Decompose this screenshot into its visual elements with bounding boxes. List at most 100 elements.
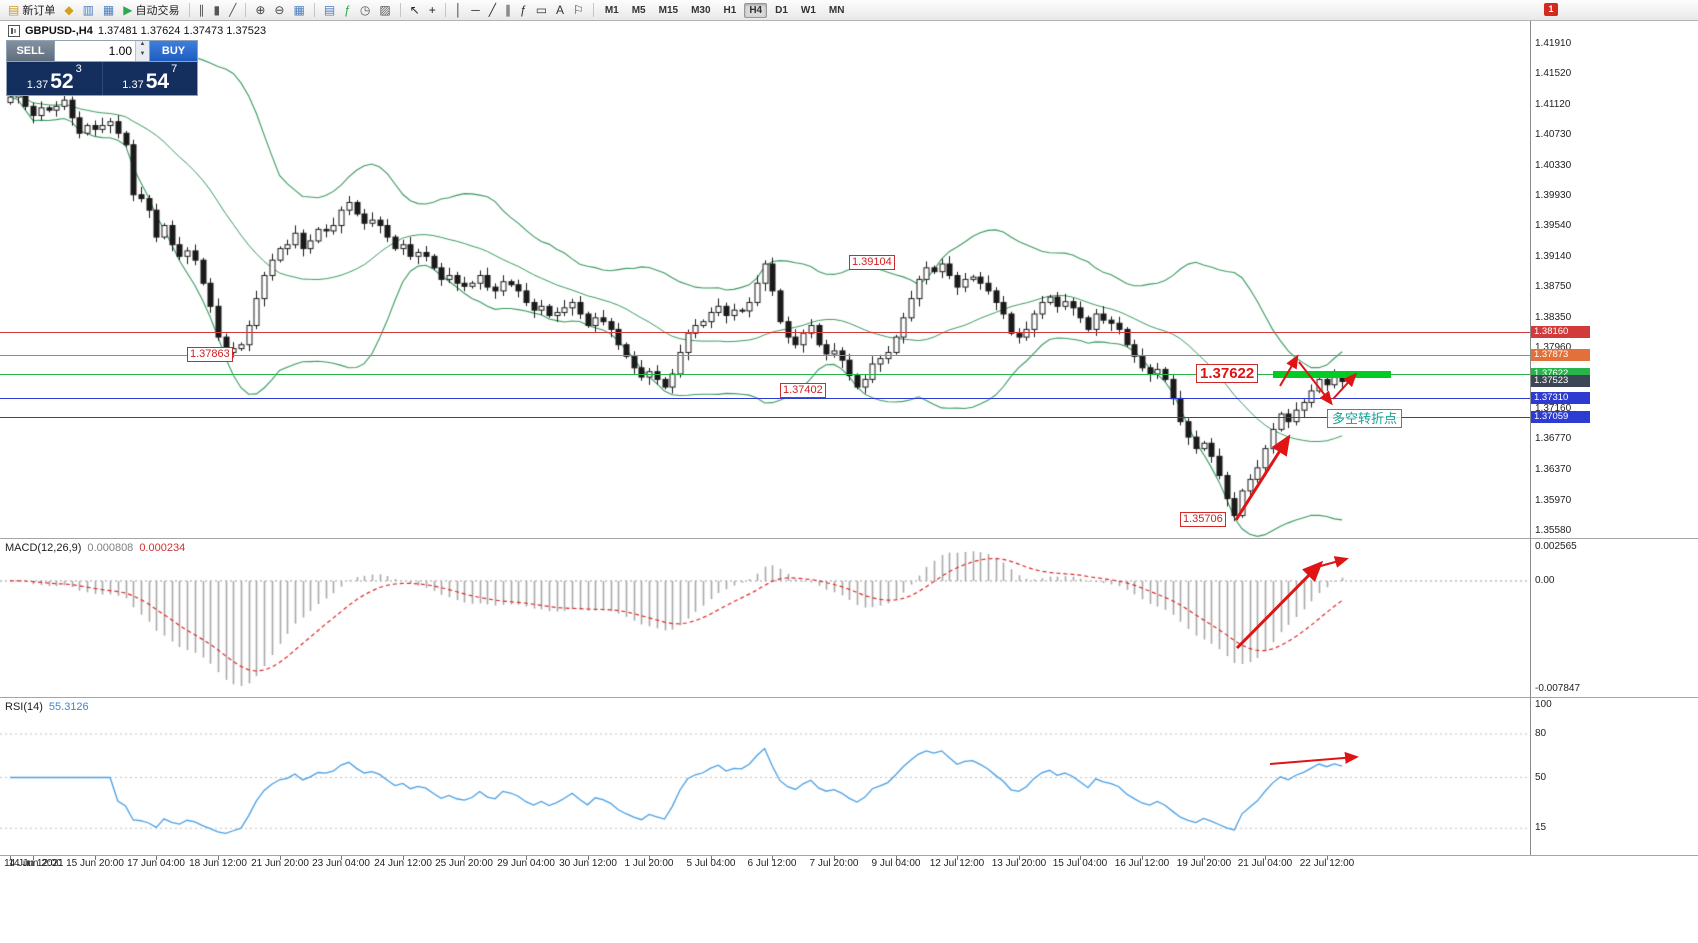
rsi-axis-label: 100 <box>1535 699 1552 710</box>
turning-point-label[interactable]: 多空转折点 <box>1327 409 1403 428</box>
time-axis-separator <box>0 855 1698 856</box>
time-axis-tick <box>1080 856 1081 860</box>
volume-input[interactable] <box>55 41 135 61</box>
horizontal-line-object[interactable] <box>0 398 1530 399</box>
chart-window: GBPUSD-,H4 1.37481 1.37624 1.37473 1.375… <box>0 20 1698 943</box>
add-indicator-button[interactable]: ƒ <box>340 1 355 20</box>
time-axis-tick <box>649 856 650 860</box>
price-axis-border <box>1530 20 1531 855</box>
auto-trading-button[interactable]: ▶ 自动交易 <box>119 1 183 20</box>
add-indicator-icon: ƒ <box>344 3 351 17</box>
crosshair-icon: + <box>428 3 436 17</box>
price-annotation[interactable]: 1.37622 <box>1196 364 1259 383</box>
line-chart-button[interactable]: ╱ <box>225 1 240 20</box>
channel-button[interactable]: ∥ <box>501 1 515 20</box>
price-axis-tag: 1.37873 <box>1531 348 1590 361</box>
price-axis-tick: 1.39540 <box>1535 220 1572 232</box>
time-axis-tick <box>526 856 527 860</box>
tile-windows-icon: ▦ <box>293 3 305 17</box>
data-window-icon: ▦ <box>102 3 115 17</box>
fibonacci-button[interactable]: ƒ <box>516 1 531 20</box>
price-annotation[interactable]: 1.35706 <box>1180 512 1226 527</box>
macd-panel-separator[interactable] <box>0 538 1698 539</box>
chart-title: GBPUSD-,H4 1.37481 1.37624 1.37473 1.375… <box>8 25 266 37</box>
macd-name: MACD(12,26,9) <box>5 542 82 554</box>
tile-windows-button[interactable]: ▦ <box>289 1 308 20</box>
price-axis-tick: 1.41910 <box>1535 38 1572 49</box>
volume-down-icon[interactable]: ▼ <box>136 51 149 61</box>
timeframe-m5[interactable]: M5 <box>631 4 646 16</box>
notification-badge[interactable]: 1 <box>1544 3 1558 16</box>
data-window-button[interactable]: ▦ <box>99 1 118 20</box>
crosshair-button[interactable]: + <box>425 1 440 20</box>
sell-price-display[interactable]: 1.37 52 3 <box>7 62 103 95</box>
horizontal-line-object[interactable] <box>0 417 1530 418</box>
horizontal-line-object[interactable] <box>0 374 1530 375</box>
sell-button[interactable]: SELL <box>7 41 54 61</box>
time-axis-tick <box>1019 856 1020 860</box>
macd-label: MACD(12,26,9) 0.000808 0.000234 <box>5 542 185 554</box>
time-axis-label: 21 Jul 04:00 <box>1237 858 1293 869</box>
auto-trading-button: ▶ <box>123 3 133 17</box>
price-annotation[interactable]: 1.37402 <box>780 383 826 398</box>
rsi-value: 55.3126 <box>48 701 89 713</box>
timeframe-mn[interactable]: MN <box>828 4 845 16</box>
time-axis-label: 1 Jul 20:00 <box>624 858 674 869</box>
timeframe-m15[interactable]: M15 <box>658 4 679 16</box>
macd-canvas[interactable] <box>0 539 1530 697</box>
volume-spinner[interactable]: ▲ ▼ <box>135 41 149 61</box>
time-axis-label: 15 Jul 04:00 <box>1052 858 1108 869</box>
time-axis-label: 16 Jul 12:00 <box>1114 858 1170 869</box>
macd-axis-min: -0.007847 <box>1535 683 1581 694</box>
shapes-button[interactable]: ▭ <box>532 1 551 20</box>
time-axis-tick <box>10 856 11 860</box>
zoom-in-button[interactable]: ⊕ <box>251 1 269 20</box>
buy-price-figure: 1.37 <box>122 79 144 91</box>
timeframe-w1[interactable]: W1 <box>800 4 816 16</box>
channel-icon: ∥ <box>505 3 511 17</box>
price-annotation[interactable]: 1.39104 <box>849 255 895 270</box>
cascade-windows-button[interactable]: ▤ <box>320 1 339 20</box>
time-axis-label: 23 Jun 04:00 <box>312 858 370 869</box>
timeframe-d1[interactable]: D1 <box>775 4 788 16</box>
time-axis-tick <box>341 856 342 860</box>
horizontal-line-button[interactable]: ─ <box>467 1 484 20</box>
chart-profile-button[interactable]: ◆ <box>60 1 77 20</box>
horizontal-line-object[interactable] <box>0 355 1530 356</box>
main-chart-canvas[interactable] <box>0 20 1530 538</box>
buy-button[interactable]: BUY <box>150 41 197 61</box>
period-clock-button[interactable]: ◷ <box>356 1 374 20</box>
buy-price-display[interactable]: 1.37 54 7 <box>102 62 197 95</box>
time-axis-label: 15 Jun 20:00 <box>66 858 124 869</box>
rsi-panel-separator[interactable] <box>0 697 1698 698</box>
arrows-tool-button[interactable]: ⚐ <box>569 1 588 20</box>
price-axis-tick: 1.36770 <box>1535 433 1572 445</box>
timeframe-h4[interactable]: H4 <box>744 2 768 18</box>
rsi-canvas[interactable] <box>0 698 1530 855</box>
time-axis-tick <box>588 856 589 860</box>
cursor-button[interactable]: ↖ <box>406 1 424 20</box>
new-order-button[interactable]: ▤ 新订单 <box>4 1 59 20</box>
timeframe-m30[interactable]: M30 <box>691 4 711 16</box>
trendline-button[interactable]: ╱ <box>485 1 500 20</box>
time-axis-tick <box>156 856 157 860</box>
support-zone-band[interactable] <box>1273 371 1391 378</box>
volume-up-icon[interactable]: ▲ <box>136 41 149 51</box>
price-annotation[interactable]: 1.37863 <box>187 347 233 362</box>
bar-chart-button[interactable]: ∥ <box>195 1 209 20</box>
time-axis-tick <box>711 856 712 860</box>
chart-symbol-timeframe: GBPUSD-,H4 <box>25 25 93 37</box>
market-watch-button[interactable]: ▥ <box>79 1 98 20</box>
horizontal-line-object[interactable] <box>0 332 1530 333</box>
price-axis-tick: 1.38750 <box>1535 281 1572 293</box>
timeframe-m1[interactable]: M1 <box>604 4 619 16</box>
time-axis-label: 14 Jun 2021 <box>8 858 64 869</box>
zoom-out-button[interactable]: ⊖ <box>270 1 288 20</box>
timeframe-h1[interactable]: H1 <box>723 4 737 16</box>
macd-axis-zero: 0.00 <box>1535 574 1555 586</box>
templates-button[interactable]: ▨ <box>375 1 394 20</box>
candlestick-chart-button[interactable]: ▮ <box>210 1 225 20</box>
text-label-button[interactable]: A <box>552 1 568 20</box>
vertical-line-button[interactable]: │ <box>451 1 467 20</box>
